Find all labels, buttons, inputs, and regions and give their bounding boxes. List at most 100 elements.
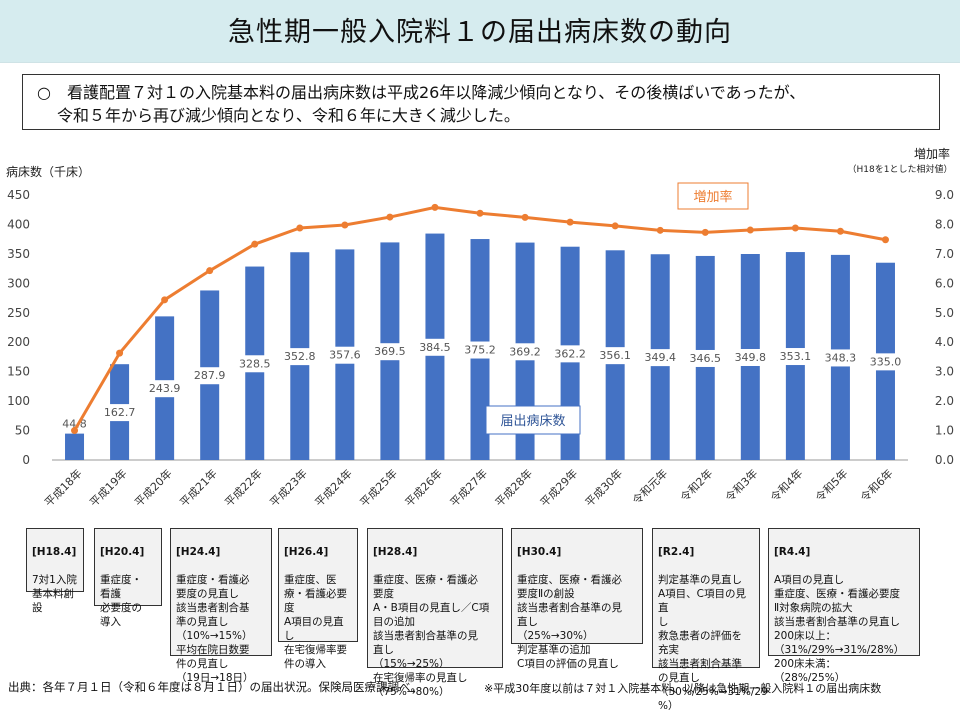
bar-label: 243.9 [149, 382, 181, 395]
event-r2-head: [R2.4] [658, 546, 695, 558]
bar-label-bg [508, 343, 543, 361]
legend-rate-label: 増加率 [693, 189, 732, 205]
bar-label: 349.8 [735, 351, 767, 364]
x-tick-label: 平成20年 [132, 466, 175, 509]
bar-label-bg [643, 349, 678, 367]
x-tick-label: 平成25年 [357, 466, 400, 509]
bar-label-bg [463, 341, 497, 359]
bar-label: 369.5 [374, 345, 406, 358]
bar-label-bg [598, 347, 633, 365]
summary-bullet: ○ [37, 83, 51, 102]
bar-label: 352.8 [284, 350, 316, 363]
bar-label-bg [372, 343, 407, 361]
x-tick-label: 平成30年 [582, 466, 625, 509]
event-h24-head: [H24.4] [176, 546, 221, 558]
rate-point [341, 221, 349, 229]
bar-label-bg [733, 349, 768, 367]
bar [65, 433, 85, 460]
rate-point [386, 213, 394, 221]
bar-label: 328.5 [239, 357, 271, 370]
event-h30-head: [H30.4] [517, 546, 562, 558]
x-tick-label: 令和3年 [722, 466, 760, 504]
bar-label-bg [327, 346, 362, 364]
event-h18: [H18.4] 7対1入院 基本料創 設 [26, 528, 84, 614]
bar-label-bg [147, 380, 182, 398]
rate-point [836, 227, 844, 235]
event-r4: [R4.4] A項目の見直し 重症度、医療・看護必要度 Ⅱ対象病院の拡大 該当患… [768, 528, 920, 684]
right-tick-label: 6.0 [935, 276, 954, 290]
rate-point [566, 218, 574, 226]
left-axis-ticks: 0 50 100 150 200 250 300 350 400 450 [7, 188, 30, 467]
x-tick-label: 令和5年 [812, 466, 850, 504]
summary-text: ○ 看護配置７対１の入院基本料の届出病床数は平成26年以降減少傾向となり、その後… [37, 81, 927, 127]
bar-label-bg [868, 353, 903, 371]
right-tick-label: 5.0 [935, 306, 954, 320]
rate-point [611, 222, 619, 230]
summary-line-1: 看護配置７対１の入院基本料の届出病床数は平成26年以降減少傾向となり、その後横ば… [66, 83, 806, 102]
x-tick-label: 平成21年 [177, 466, 220, 509]
summary-box: ○ 看護配置７対１の入院基本料の届出病床数は平成26年以降減少傾向となり、その後… [22, 74, 940, 130]
bar-label-bg [823, 349, 858, 367]
legend-beds: 届出病床数 [485, 405, 581, 435]
bar-label: 375.2 [464, 344, 496, 357]
event-r2-body: 判定基準の見直し A項目、C項目の見直 し 救急患者の評価を 充実 該当患者割合… [658, 574, 768, 712]
bar-label: 348.3 [825, 351, 857, 364]
x-tick-label: 平成24年 [312, 466, 355, 509]
left-tick-label: 50 [15, 424, 30, 438]
x-tick-label: 令和6年 [857, 466, 895, 504]
x-tick-label: 平成23年 [267, 466, 310, 509]
rate-point [116, 349, 124, 357]
left-tick-label: 350 [7, 247, 30, 261]
event-h20-head: [H20.4] [100, 546, 145, 558]
bar-label-bg [282, 348, 317, 366]
bar-label: 357.6 [329, 349, 361, 362]
bar-label: 287.9 [194, 369, 226, 382]
summary-line-2: 令和５年から再び減少傾向となり、令和６年に大きく減少した。 [57, 106, 520, 125]
x-tick-label: 平成19年 [87, 466, 130, 509]
event-h26: [H26.4] 重症度、医 療・看護必要 度 A項目の見直 し 在宅復帰率要 件… [278, 528, 358, 670]
rate-point [71, 427, 79, 435]
left-tick-label: 200 [7, 335, 30, 349]
left-tick-label: 300 [7, 276, 30, 290]
right-axis-title: 増加率 [914, 146, 950, 161]
bar-label: 362.2 [554, 347, 586, 360]
legend-beds-label: 届出病床数 [500, 414, 565, 429]
right-tick-label: 9.0 [935, 188, 954, 202]
legend-beds-box [485, 405, 581, 435]
event-r4-body: A項目の見直し 重症度、医療・看護必要度 Ⅱ対象病院の拡大 該当患者割合基準の見… [774, 574, 905, 684]
bed-count-chart: 病床数（千床） 増加率 （H18を1とした相対値） 0 50 100 150 200 25… [6, 146, 954, 509]
left-tick-label: 150 [7, 365, 30, 379]
event-h30: [H30.4] 重症度、医療・看護必 要度Ⅱの創設 該当患者割合基準の見 直し … [511, 528, 643, 670]
x-tick-label: 令和4年 [767, 466, 805, 504]
left-tick-label: 450 [7, 188, 30, 202]
rate-point [296, 224, 304, 232]
policy-timeline: [H18.4] 7対1入院 基本料創 設 [H20.4] 重症度・ 看護 必要度… [0, 528, 960, 712]
right-tick-label: 0.0 [935, 453, 954, 467]
bar-label: 335.0 [870, 355, 902, 368]
bar-label: 369.2 [509, 345, 541, 358]
event-h30-body: 重症度、医療・看護必 要度Ⅱの創設 該当患者割合基準の見 直し （25%→30%… [517, 574, 622, 670]
rate-points [71, 203, 889, 435]
event-h26-body: 重症度、医 療・看護必要 度 A項目の見直 し 在宅復帰率要 件の導入 [284, 574, 347, 670]
right-tick-label: 7.0 [935, 247, 954, 261]
right-axis-subtitle: （H18を1とした相対値） [848, 163, 953, 175]
right-tick-label: 2.0 [935, 394, 954, 408]
rate-point [476, 209, 484, 217]
bar-label: 353.1 [780, 350, 812, 363]
right-axis-ticks: 0.0 1.0 2.0 3.0 4.0 5.0 6.0 7.0 8.0 9.0 [935, 188, 954, 467]
x-tick-label: 令和元年 [629, 466, 670, 507]
left-tick-label: 100 [7, 394, 30, 408]
left-tick-label: 400 [7, 217, 30, 231]
event-r4-head: [R4.4] [774, 546, 811, 558]
event-r2: [R2.4] 判定基準の見直し A項目、C項目の見直 し 救急患者の評価を 充実… [652, 528, 768, 712]
event-h18-head: [H18.4] [32, 546, 77, 558]
left-axis-title: 病床数（千床） [6, 164, 90, 179]
event-h24-body: 重症度・看護必 要度の見直し 該当患者割合基 準の見直し （10%→15%） 平… [176, 574, 254, 684]
bar-label-bg [417, 338, 452, 356]
event-h28-head: [H28.4] [373, 546, 418, 558]
title-bar: 急性期一般入院料１の届出病床数の動向 [0, 0, 960, 63]
bar-label-bg [688, 349, 723, 367]
x-axis-labels: 平成18年 平成19年 平成20年 平成21年 平成22年 平成23年 平成24年 平成25年… [42, 466, 896, 509]
right-tick-label: 3.0 [935, 365, 954, 379]
x-tick-label: 平成27年 [447, 466, 490, 509]
